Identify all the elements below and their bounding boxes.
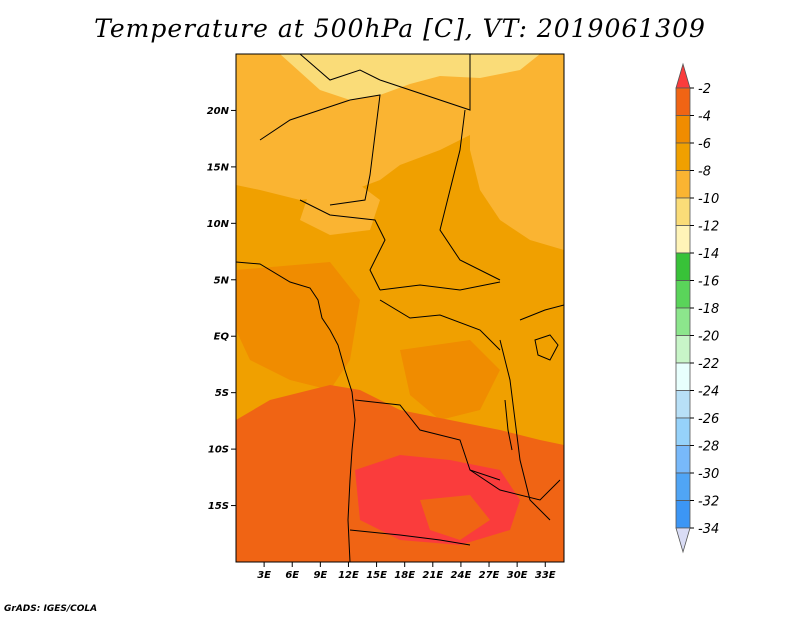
colorbar-label: -26	[698, 412, 719, 427]
colorbar-swatch	[675, 252, 691, 281]
colorbar-label: -18	[698, 302, 719, 317]
colorbar-label: -20	[698, 330, 719, 345]
colorbar-label: -24	[698, 385, 719, 400]
lat-tick-label: 15S	[208, 501, 229, 512]
colorbar-swatch	[675, 142, 691, 171]
colorbar-swatch	[675, 225, 691, 254]
lon-tick-label: 9E	[313, 570, 327, 581]
lon-tick-label: 6E	[285, 570, 299, 581]
colorbar-label: -10	[698, 192, 719, 207]
colorbar-swatch	[675, 280, 691, 309]
colorbar-swatch	[675, 197, 691, 226]
lon-tick-label: 3E	[257, 570, 271, 581]
latitude-axis: 20N 15N 10N 5N EQ 5S 10S 15S	[207, 106, 236, 512]
border-east-lakes	[499, 339, 551, 521]
border-niger-chad	[329, 94, 381, 206]
field-region-east-warm	[400, 340, 500, 420]
colorbar-label: -6	[698, 137, 711, 152]
colorbar-swatch	[675, 335, 691, 364]
border-libya-egypt-sudan	[379, 54, 471, 111]
colorbar-label: -2	[698, 82, 711, 97]
coastline-west-africa	[236, 261, 356, 562]
colorbar-swatch	[675, 390, 691, 419]
colorbar-label: -28	[698, 440, 719, 455]
colorbar-label: -12	[698, 220, 719, 235]
border-algeria-libya	[299, 54, 381, 81]
field-region-south-warm-2	[420, 495, 490, 540]
colorbar-label: -4	[698, 110, 711, 125]
lat-tick-label: 5S	[215, 388, 229, 399]
map-title: Temperature at 500hPa [C], VT: 201906130…	[94, 14, 706, 43]
colorbar-swatch	[675, 115, 691, 144]
lat-tick-label: 10N	[207, 219, 230, 230]
lon-tick-label: 27E	[479, 570, 500, 581]
colorbar-label: -22	[698, 357, 719, 372]
colorbar-swatch	[675, 362, 691, 391]
colorbar-swatch	[675, 307, 691, 336]
colorbar-label: -34	[698, 522, 719, 537]
field-region-congo-warm	[236, 262, 360, 390]
colorbar: -2 -4 -6 -8 -10 -12 -14 -16 -18 -20 -22 -24 -26 -28 -3…	[675, 62, 719, 554]
colorbar-label: -14	[698, 247, 719, 262]
colorbar-swatch	[675, 472, 691, 501]
colorbar-label: -16	[698, 275, 719, 290]
colorbar-top-arrow	[675, 62, 691, 89]
colorbar-label: -8	[698, 165, 711, 180]
lon-tick-label: 15E	[366, 570, 387, 581]
lon-tick-label: 18E	[394, 570, 415, 581]
field-region-chad-cool	[300, 185, 380, 235]
field-region-east-cool	[470, 90, 564, 250]
lake-tanganyika	[504, 399, 513, 451]
border-east-africa	[519, 304, 564, 321]
colorbar-label: -30	[698, 467, 719, 482]
colorbar-swatch	[675, 87, 691, 116]
lat-tick-label: 5N	[214, 275, 230, 286]
lat-tick-label: 20N	[207, 106, 230, 117]
lon-tick-label: 30E	[507, 570, 528, 581]
field-region-north-coolest	[280, 54, 540, 100]
lat-tick-label: 10S	[208, 445, 229, 456]
border-mali-niger	[259, 99, 351, 141]
colorbar-label: -32	[698, 495, 719, 510]
lon-tick-label: 33E	[535, 570, 556, 581]
colorbar-swatch	[675, 417, 691, 446]
border-car	[379, 281, 501, 291]
longitude-axis: 3E 6E 9E 12E 15E 18E 21E 24E 27E 30E 33E	[257, 562, 556, 581]
lat-tick-label: EQ	[214, 332, 230, 343]
lat-tick-label: 15N	[207, 162, 230, 173]
border-angola-namibia	[349, 529, 471, 546]
colorbar-bottom-arrow	[675, 527, 691, 554]
border-zambia	[469, 469, 561, 501]
lon-tick-label: 12E	[338, 570, 359, 581]
border-drc-angola	[354, 399, 501, 481]
border-chad-sudan	[439, 109, 501, 281]
lake-victoria	[534, 334, 559, 361]
temperature-field	[236, 54, 564, 562]
borders-and-coastlines	[236, 54, 564, 562]
border-nigeria-cameroon	[299, 199, 386, 291]
grads-credit: GrADS: IGES/COLA	[4, 604, 98, 614]
colorbar-swatch	[675, 445, 691, 474]
colorbar-swatch	[675, 500, 691, 529]
lon-tick-label: 24E	[451, 570, 472, 581]
border-drc-north	[379, 299, 501, 351]
field-region-north-cool	[236, 54, 564, 200]
map-frame	[235, 53, 565, 563]
colorbar-swatch	[675, 170, 691, 199]
lon-tick-label: 21E	[422, 570, 443, 581]
